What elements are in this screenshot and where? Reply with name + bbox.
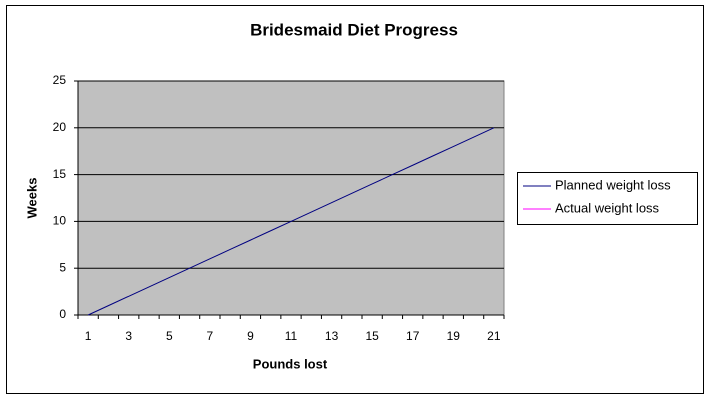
x-tick-label: 9 [247, 329, 254, 343]
x-tick-label: 1 [85, 329, 92, 343]
x-tick-label: 3 [125, 329, 132, 343]
x-tick-label: 5 [166, 329, 173, 343]
y-tick-label: 20 [53, 120, 67, 134]
y-axis-label: Weeks [24, 178, 39, 219]
x-tick-label: 21 [487, 329, 501, 343]
x-tick-label: 15 [365, 329, 379, 343]
series-line [87, 127, 495, 316]
x-tick-label: 19 [447, 329, 461, 343]
x-tick-label: 11 [285, 329, 298, 343]
x-tick-label: 17 [406, 329, 420, 343]
y-tick-label: 10 [53, 214, 67, 228]
x-axis-label: Pounds lost [253, 356, 328, 371]
legend [517, 172, 698, 225]
x-tick-label: 13 [325, 329, 339, 343]
legend-label: Planned weight loss [555, 177, 671, 192]
y-tick-label: 25 [53, 73, 67, 87]
y-tick-label: 5 [59, 260, 66, 274]
y-tick-label: 15 [53, 167, 67, 181]
x-tick-label: 7 [207, 329, 214, 343]
chart-title: Bridesmaid Diet Progress [250, 20, 458, 39]
y-tick-label: 0 [59, 307, 66, 321]
legend-label: Actual weight loss [555, 200, 660, 215]
plot-area [77, 80, 505, 316]
